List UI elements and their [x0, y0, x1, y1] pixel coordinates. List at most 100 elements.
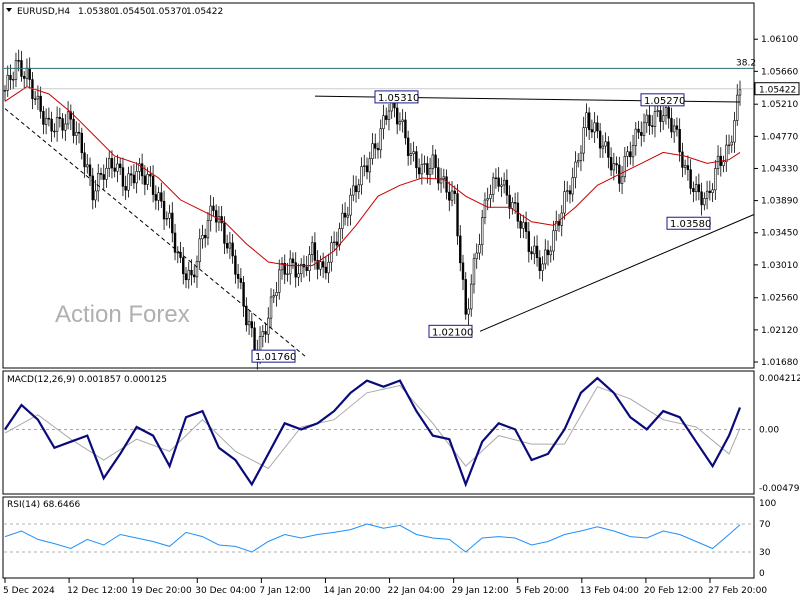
time-tick-label: 22 Jan 04:00 [388, 586, 445, 596]
candle-body [286, 273, 289, 275]
candle-body [204, 235, 207, 239]
candle-body [36, 95, 40, 100]
candle-body [324, 266, 328, 274]
candle-body [497, 177, 500, 187]
time-tick-label: 19 Dec 20:00 [131, 586, 192, 596]
candle-body [406, 137, 410, 156]
rsi-pane: RSI(14) 68.6466 100 70 30 0 [2, 496, 776, 579]
candle-body [464, 279, 467, 315]
annotation-box [251, 349, 296, 363]
annotation-box [640, 93, 685, 107]
candle-body [609, 157, 613, 171]
candle-body [445, 176, 448, 193]
candle-body [439, 178, 443, 184]
candle-body [423, 163, 426, 165]
price-annotations: 1.05310 1.05270 1.03580 1.02100 1.01760 [251, 90, 711, 363]
candle-body [75, 131, 78, 136]
candle-body [398, 121, 402, 125]
candle-body [659, 110, 662, 122]
candle-body [143, 175, 147, 185]
candle-body [212, 205, 215, 211]
candle-body [165, 218, 169, 220]
candle-body [681, 151, 684, 168]
candle-body [179, 251, 182, 258]
candle-body [149, 173, 152, 177]
candle-body [513, 202, 517, 204]
price-series [3, 49, 755, 370]
candle-body [697, 184, 701, 193]
candle-body [541, 263, 544, 271]
candle-body [379, 128, 382, 151]
candle-body [124, 186, 127, 191]
candle-body [239, 278, 243, 283]
candle-body [417, 167, 421, 175]
candle-body [508, 194, 511, 209]
time-tick-label: 20 Feb 12:00 [644, 586, 703, 596]
candle-body [58, 117, 62, 119]
time-tick-label: 29 Jan 12:00 [452, 586, 509, 596]
candle-body [568, 190, 572, 195]
candle-body [121, 167, 125, 187]
candle-body [132, 174, 136, 184]
ohlc-low: 1.05370 [150, 7, 187, 17]
candle-body [77, 131, 81, 134]
candle-body [338, 228, 341, 246]
candle-body [546, 249, 550, 256]
macd-series [4, 376, 754, 488]
candle-body [253, 327, 256, 351]
price-tick-label: 1.03890 [761, 197, 798, 207]
candle-body [267, 317, 270, 335]
candle-body [116, 163, 119, 172]
dashed-trendline [4, 108, 306, 357]
candle-body [653, 111, 657, 127]
candle-body [596, 122, 599, 132]
candle-body [291, 258, 295, 263]
current-price-label: 1.05422 [759, 86, 796, 96]
candle-body [382, 115, 385, 130]
candle-body [544, 249, 547, 265]
candle-body [716, 155, 720, 169]
candle-body [187, 269, 190, 281]
candle-body [127, 173, 130, 191]
candle-body [297, 273, 300, 278]
candle-body [80, 132, 83, 154]
collapse-triangle-icon[interactable] [6, 8, 12, 12]
candle-body [722, 161, 725, 166]
candle-body [160, 192, 163, 202]
candle-body [110, 158, 114, 169]
candle-body [675, 125, 679, 130]
support-trendline [479, 214, 755, 332]
candle-body [634, 128, 637, 146]
candle-body [428, 168, 432, 175]
candle-body [571, 177, 574, 195]
candle-body [206, 220, 210, 239]
candle-body [162, 200, 166, 220]
candle-body [275, 292, 278, 296]
macd-axis: 0.004212 0.00 -0.004794 [759, 374, 800, 494]
candle-body [505, 179, 509, 196]
candle-body [321, 261, 325, 268]
candle-body [113, 167, 116, 172]
candle-body [725, 144, 728, 163]
candle-body [352, 185, 355, 196]
price-pane: EURUSD,H4 1.05380 1.05450 1.05370 1.0542… [2, 2, 800, 370]
candle-body [409, 153, 413, 156]
candle-body [250, 321, 254, 329]
candle-body [105, 167, 108, 180]
candle-body [453, 190, 456, 194]
time-tick-label: 5 Feb 20:00 [516, 586, 570, 596]
candle-body [642, 122, 646, 136]
macd-pane: MACD(12,26,9) 0.001857 0.000125 0.004212… [2, 370, 800, 495]
candle-body [47, 117, 51, 120]
price-tick-label: 1.04330 [761, 164, 798, 174]
candle-body [368, 158, 371, 173]
candle-body [662, 115, 665, 122]
time-tick-label: 5 Dec 2024 [3, 586, 55, 596]
rsi-axis: 100 70 30 0 [759, 499, 776, 579]
candle-body [620, 176, 624, 184]
candle-body [66, 111, 70, 125]
candle-body [138, 163, 141, 172]
candle-body [223, 222, 226, 244]
